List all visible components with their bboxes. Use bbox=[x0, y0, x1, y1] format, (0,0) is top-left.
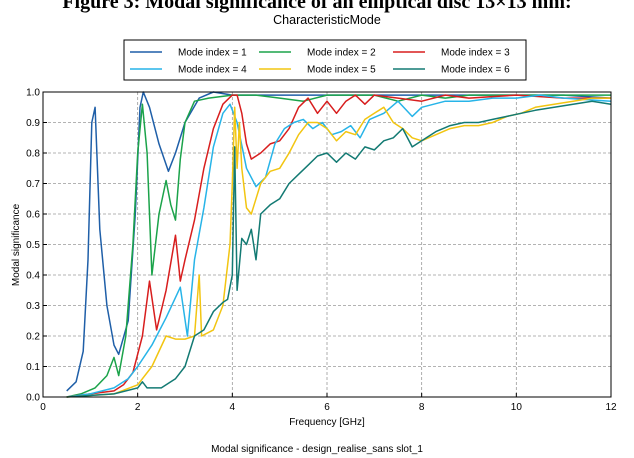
x-axis-label: Frequency [GHz] bbox=[289, 417, 365, 428]
series-line-mode-6 bbox=[66, 100, 612, 398]
legend-label-mode-1: Mode index = 1 bbox=[178, 48, 247, 59]
y-tick-label: 0.3 bbox=[26, 301, 40, 312]
series-line-mode-1 bbox=[66, 91, 612, 392]
series-line-mode-3 bbox=[66, 94, 611, 398]
x-tick-label: 4 bbox=[230, 402, 236, 413]
legend-label-mode-2: Mode index = 2 bbox=[307, 48, 376, 59]
x-tick-label: 6 bbox=[324, 402, 330, 413]
y-tick-label: 0.1 bbox=[26, 362, 40, 373]
y-tick-label: 0.0 bbox=[26, 393, 40, 404]
y-tick-label: 0.8 bbox=[26, 149, 40, 160]
series-line-mode-4 bbox=[66, 94, 612, 398]
series-line-mode-2 bbox=[66, 94, 611, 398]
y-tick-label: 1.0 bbox=[26, 88, 40, 99]
x-tick-label: 12 bbox=[605, 402, 617, 413]
y-tick-label: 0.5 bbox=[26, 240, 40, 251]
legend-label-mode-6: Mode index = 6 bbox=[441, 65, 510, 76]
series-lines bbox=[66, 91, 612, 398]
x-tick-label: 0 bbox=[40, 402, 46, 413]
legend-label-mode-3: Mode index = 3 bbox=[441, 48, 510, 59]
y-axis-label: Modal significance bbox=[11, 203, 22, 286]
plot-frame bbox=[42, 91, 612, 398]
grid bbox=[43, 92, 611, 397]
chart-title: CharacteristicMode bbox=[273, 13, 381, 27]
axis-ticks: 0 2 4 6 8 10 12 0.0 0.1 0.2 0.3 0.4 0.5 0.6 0.7 0.8 0.9 1… bbox=[26, 88, 617, 414]
legend: Mode index = 1 Mode index = 2 Mode index =… bbox=[123, 39, 527, 81]
legend-label-mode-5: Mode index = 5 bbox=[307, 65, 376, 76]
y-tick-label: 0.4 bbox=[26, 271, 40, 282]
series-line-mode-5 bbox=[66, 97, 611, 398]
x-tick-label: 10 bbox=[511, 402, 523, 413]
legend-label-mode-4: Mode index = 4 bbox=[178, 65, 247, 76]
figure-heading: Figure 3: Modal significance of an ellip… bbox=[62, 0, 572, 13]
y-tick-label: 0.6 bbox=[26, 210, 40, 221]
x-tick-label: 8 bbox=[419, 402, 425, 413]
legend-box bbox=[123, 39, 527, 81]
y-tick-label: 0.7 bbox=[26, 179, 40, 190]
x-tick-label: 2 bbox=[135, 402, 141, 413]
y-tick-label: 0.2 bbox=[26, 332, 40, 343]
figure-footer: Modal significance - design_realise_sans… bbox=[211, 444, 423, 455]
y-tick-label: 0.9 bbox=[26, 118, 40, 129]
